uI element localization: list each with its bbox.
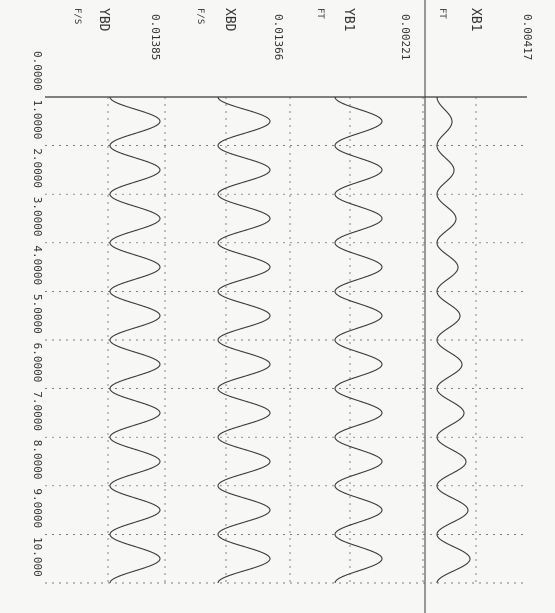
x-tick-label: 3.0000: [31, 197, 44, 237]
series-scale-top-yb1: 0.00221: [399, 14, 412, 60]
traces: [109, 96, 471, 584]
grid: [45, 0, 527, 613]
series-trace-ybd: [109, 96, 161, 584]
x-tick-label: 6.0000: [31, 343, 44, 383]
x-tick-label: 2.0000: [31, 148, 44, 188]
series-name-xbd: XBD: [222, 8, 237, 32]
series-trace-xbd: [217, 96, 271, 584]
series-unit-xbd: F/S: [195, 8, 205, 24]
series-trace-xb1: [436, 96, 471, 584]
series-scale-top-xb1: 0.00417: [521, 14, 534, 60]
x-tick-label: 5.0000: [31, 294, 44, 334]
x-tick-label: 4.0000: [31, 245, 44, 285]
labels: 0.0000 1.0000 2.0000 3.0000 4.0000 5.0000 6.00…: [31, 8, 534, 577]
x-tick-label: 7.0000: [31, 391, 44, 431]
x-tick-label: 10.000: [31, 537, 44, 577]
x-tick-label: 8.0000: [31, 440, 44, 480]
series-unit-yb1: FT: [315, 8, 325, 19]
x-tick-label: 1.0000: [31, 100, 44, 140]
series-unit-ybd: F/S: [72, 8, 82, 24]
x-tick-label: 9.0000: [31, 488, 44, 528]
series-trace-yb1: [334, 96, 383, 584]
series-scale-top-ybd: 0.01385: [149, 14, 162, 60]
series-name-yb1: YB1: [341, 8, 356, 31]
x-tick-label: 0.0000: [31, 51, 44, 91]
series-scale-top-xbd: 0.01366: [272, 14, 285, 60]
series-unit-xb1: FT: [437, 8, 447, 19]
series-name-ybd: YBD: [96, 8, 111, 32]
series-name-xb1: XB1: [468, 8, 483, 31]
